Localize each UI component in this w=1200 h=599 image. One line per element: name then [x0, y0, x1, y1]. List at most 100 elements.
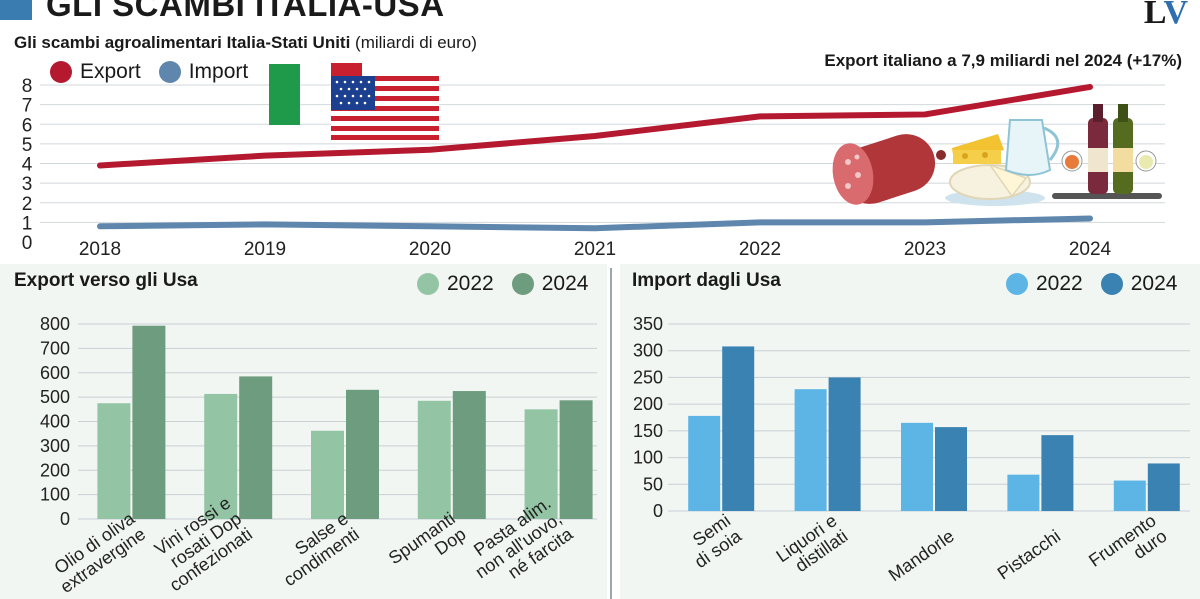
export-highlight-note: Export italiano a 7,9 miliardi nel 2024 …: [824, 51, 1182, 70]
export-panel-title: Export verso gli Usa: [14, 270, 198, 291]
legend-export-swatch: [50, 61, 72, 83]
y-tick-label: 50: [643, 474, 663, 494]
y-tick-label: 400: [40, 412, 70, 432]
top-y-tick-label: 7: [22, 96, 33, 117]
y-tick-label: 100: [633, 448, 663, 468]
top-x-tick-label: 2021: [574, 239, 616, 260]
top-x-tick-label: 2024: [1069, 239, 1112, 260]
panel-divider: [610, 268, 612, 599]
bar-2024-4: [1147, 463, 1180, 511]
bar-2024-2: [935, 427, 967, 511]
y-tick-label: 200: [633, 394, 663, 414]
legend-2022-swatch: [417, 273, 439, 295]
bar-2022-3: [417, 400, 451, 519]
top-y-tick-label: 1: [22, 213, 33, 234]
top-x-tick-label: 2019: [244, 239, 286, 260]
import-panel-legend: 2022 2024: [1006, 272, 1177, 296]
bar-2022-3: [1007, 474, 1040, 511]
top-y-tick-label: 8: [22, 76, 33, 97]
bar-2022-1: [204, 393, 238, 519]
bar-2024-3: [452, 391, 486, 519]
y-tick-label: 500: [40, 387, 70, 407]
legend-import-swatch: [158, 61, 181, 83]
top-x-tick-label: 2023: [904, 239, 946, 260]
bar-2024-0: [132, 325, 166, 519]
legend-2024-swatch: [511, 273, 534, 295]
top-x-tick-label: 2022: [739, 239, 781, 260]
y-tick-label: 0: [60, 509, 70, 529]
top-chart-x-axis: 2018 2019 2020 2021 2022 2023 2024: [79, 239, 1112, 260]
category-label: Pistacchi: [994, 526, 1064, 584]
bar-2022-4: [1113, 480, 1146, 511]
top-x-tick-label: 2020: [409, 239, 451, 260]
y-tick-label: 350: [633, 314, 663, 334]
bar-2022-1: [794, 389, 827, 511]
bar-2022-4: [524, 409, 558, 519]
y-tick-label: 300: [40, 436, 70, 456]
salami-icon: [832, 134, 946, 205]
food-illustration: [832, 104, 1162, 206]
brand-logo-l: L: [1143, 0, 1164, 31]
cheese-icon: [949, 134, 1031, 200]
legend-2024-label: 2024: [541, 272, 589, 295]
legend-2022-label: 2022: [447, 272, 494, 295]
y-tick-label: 200: [40, 460, 70, 480]
export-panel-legend: 2022 2024: [417, 272, 588, 296]
bar-2022-0: [97, 403, 131, 519]
bar-2022-2: [901, 422, 933, 511]
y-tick-label: 0: [653, 501, 663, 521]
brand-logo: LV: [1144, 0, 1188, 32]
top-y-tick-label: 3: [22, 174, 33, 195]
top-chart-legend: Export Import: [50, 60, 248, 84]
top-chart-subtitle-main: Gli scambi agroalimentari Italia-Stati U…: [14, 33, 351, 52]
top-y-tick-label: 5: [22, 135, 33, 156]
legend-2022-swatch: [1006, 273, 1028, 295]
usa-flag-icon: [331, 63, 439, 140]
top-chart-subtitle: Gli scambi agroalimentari Italia-Stati U…: [14, 33, 477, 53]
italy-flag-icon: [269, 64, 300, 125]
page-title: GLI SCAMBI ITALIA-USA: [46, 0, 445, 23]
brand-logo-v: V: [1163, 0, 1188, 31]
bar-2022-0: [688, 415, 721, 511]
top-chart-subtitle-unit: (miliardi di euro): [355, 33, 477, 52]
legend-export-label: Export: [80, 60, 141, 83]
wine-bottles-icon: [1061, 104, 1157, 194]
bar-2024-1: [828, 377, 861, 511]
import-series-line: [97, 215, 1093, 232]
top-y-tick-label: 2: [22, 194, 33, 215]
y-tick-label: 250: [633, 367, 663, 387]
top-y-tick-label: 6: [22, 115, 33, 136]
bar-2022-2: [311, 430, 344, 519]
y-tick-label: 800: [40, 314, 70, 334]
legend-2024-swatch: [1100, 273, 1123, 295]
category-label: Mandorle: [885, 526, 958, 585]
import-panel-title: Import dagli Usa: [632, 270, 781, 291]
bar-2024-4: [559, 400, 593, 519]
top-x-tick-label: 2018: [79, 239, 121, 260]
header-accent-block: [0, 0, 32, 20]
y-tick-label: 100: [40, 485, 70, 505]
y-tick-label: 600: [40, 363, 70, 383]
milk-jug-icon: [1004, 119, 1060, 176]
top-y-tick-label: 4: [22, 155, 33, 176]
legend-2022-label: 2022: [1036, 272, 1083, 295]
y-tick-label: 150: [633, 421, 663, 441]
bar-2024-2: [346, 389, 379, 519]
category-label-line: Mandorle: [885, 526, 958, 585]
y-tick-label: 300: [633, 341, 663, 361]
legend-2024-label: 2024: [1130, 272, 1178, 295]
bar-2024-1: [239, 376, 273, 519]
bar-2024-0: [722, 346, 755, 511]
y-tick-label: 700: [40, 338, 70, 358]
category-label-line: Pistacchi: [994, 526, 1064, 584]
export-series-line: [97, 83, 1093, 169]
